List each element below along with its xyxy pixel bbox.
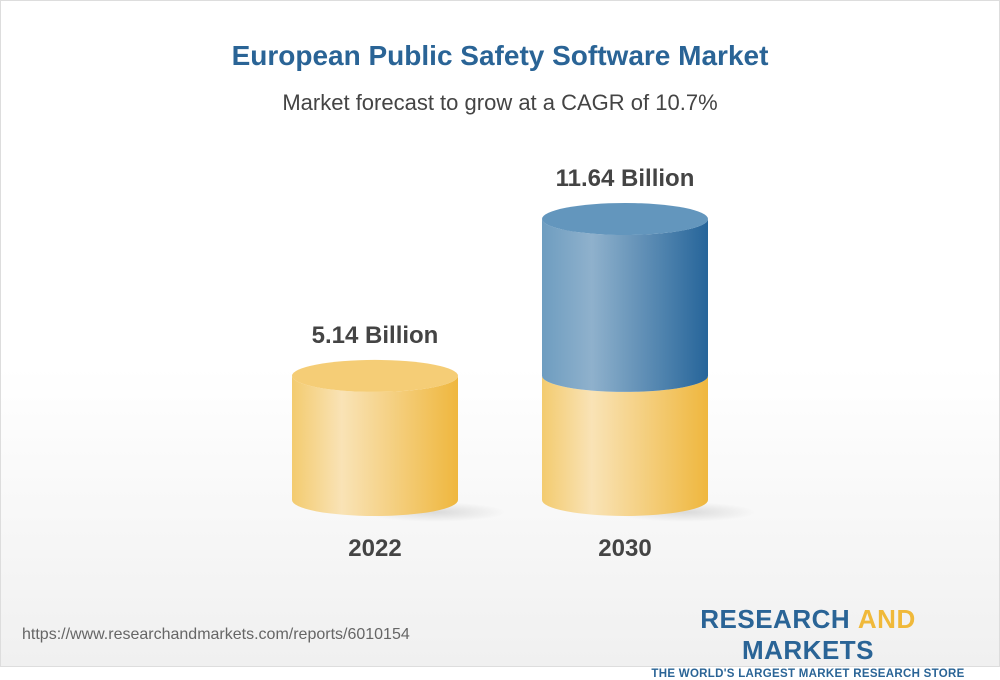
- category-label: 2030: [598, 535, 651, 562]
- category-label: 2022: [348, 535, 401, 562]
- chart-subtitle: Market forecast to grow at a CAGR of 10.…: [282, 90, 718, 115]
- bar-2030-base: [542, 375, 708, 516]
- bar-2022-top: [292, 359, 458, 392]
- source-url[interactable]: https://www.researchandmarkets.com/repor…: [22, 626, 410, 643]
- data-label: 5.14 Billion: [312, 322, 439, 349]
- research-and-markets-logo: RESEARCH AND MARKETS THE WORLD'S LARGEST…: [651, 604, 965, 680]
- chart-title: European Public Safety Software Market: [231, 40, 769, 71]
- bar-2030-growth: [542, 219, 708, 392]
- bar-2022: [292, 375, 458, 516]
- data-label: 11.64 Billion: [556, 165, 695, 192]
- bar-2030-growth-top: [542, 203, 708, 235]
